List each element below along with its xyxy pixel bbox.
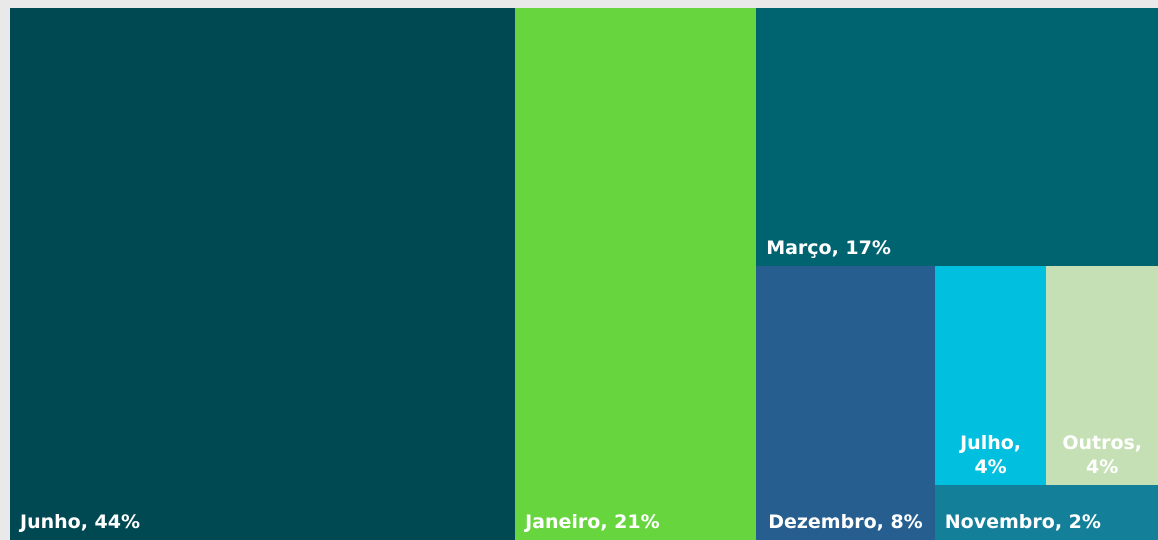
tile-label: Dezembro, 8% <box>768 510 923 533</box>
tile-label: Junho, 44% <box>20 511 141 533</box>
tile: Julho, 4% <box>934 266 1047 486</box>
tile: Março, 17% <box>756 8 1158 267</box>
tile: Novembro, 2% <box>934 485 1158 540</box>
tile: Junho, 44% <box>10 8 516 540</box>
tile-label: Julho, 4% <box>960 432 1022 479</box>
treemap: Junho, 44% Janeiro, 21% Março, 17% Dezembro… <box>10 8 1158 540</box>
tile: Outros, 4% <box>1046 266 1158 486</box>
tile-label: Outros, 4% <box>1062 432 1143 479</box>
tile: Janeiro, 21% <box>515 8 757 540</box>
tile-label: Janeiro, 21% <box>525 511 660 533</box>
tile-label: Março, 17% <box>766 237 891 260</box>
tile: Dezembro, 8% <box>756 266 935 540</box>
tile-label: Novembro, 2% <box>944 510 1101 533</box>
